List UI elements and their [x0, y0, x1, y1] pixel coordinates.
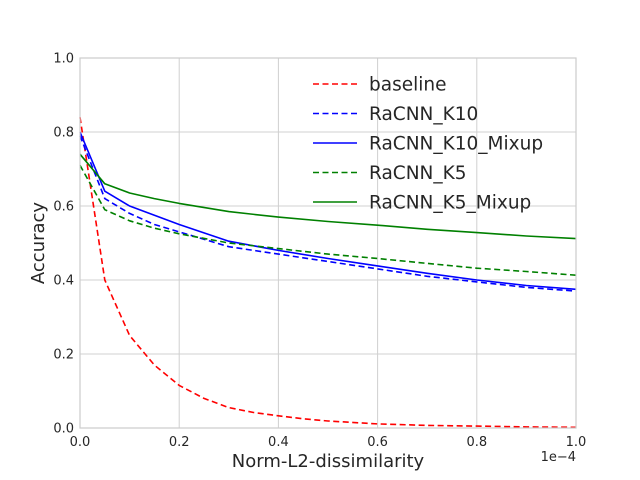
x-tick-label: 0.6 — [367, 435, 388, 450]
y-tick-label: 1.0 — [53, 52, 74, 67]
tick-labels: 0.0 0.2 0.4 0.6 0.8 1.0 0.0 0.2 0.4 0.6 0.8 1.0 — [53, 52, 586, 451]
x-tick-label: 0.8 — [466, 435, 487, 450]
y-tick-label: 0.0 — [53, 422, 74, 437]
grid — [80, 58, 576, 428]
series-line-racnn-k10-mixup — [79, 131, 577, 291]
x-tick-label: 0.2 — [169, 435, 190, 450]
x-axis-offset-label: 1e−4 — [541, 450, 576, 465]
y-tick-label: 0.6 — [53, 200, 74, 215]
y-axis-label: Accuracy — [28, 202, 49, 285]
x-tick-label: 0.0 — [70, 435, 91, 450]
series-lines — [79, 117, 577, 429]
y-tick-label: 0.8 — [53, 126, 74, 141]
series-line-racnn-k5-mixup — [79, 153, 577, 240]
x-axis-label: Norm-L2-dissimilarity — [232, 451, 425, 472]
y-tick-label: 0.2 — [53, 348, 74, 363]
series-line-racnn-k10 — [79, 135, 577, 292]
legend-label: RaCNN_K5_Mixup — [369, 193, 531, 214]
x-tick-label: 1.0 — [566, 435, 587, 450]
plot-area — [80, 58, 576, 428]
legend: baseline RaCNN_K10 RaCNN_K10_Mixup RaCNN_K5… — [313, 75, 543, 214]
legend-label: RaCNN_K5 — [369, 163, 467, 184]
legend-label: baseline — [369, 75, 447, 96]
series-line-racnn-k5 — [79, 164, 577, 276]
x-tick-label: 0.4 — [268, 435, 289, 450]
plot-frame — [79, 57, 577, 429]
legend-label: RaCNN_K10 — [369, 104, 478, 125]
series-line-baseline — [79, 117, 577, 429]
y-tick-label: 0.4 — [53, 274, 74, 289]
legend-label: RaCNN_K10_Mixup — [369, 134, 543, 155]
